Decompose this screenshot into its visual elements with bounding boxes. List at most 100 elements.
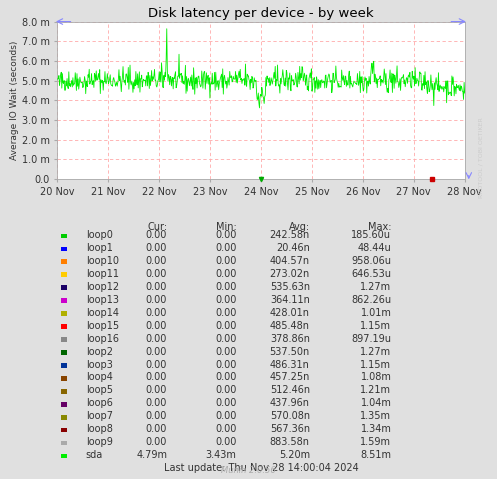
Text: 0.00: 0.00 [146,308,167,318]
Text: 1.21m: 1.21m [360,386,391,396]
Text: 0.00: 0.00 [146,411,167,422]
Bar [61,376,67,381]
Text: 0.00: 0.00 [146,360,167,369]
Text: 0.00: 0.00 [146,334,167,343]
Text: 0.00: 0.00 [215,437,237,447]
Bar [61,324,67,329]
Text: loop10: loop10 [85,256,119,266]
Text: 0.00: 0.00 [146,282,167,292]
Text: loop6: loop6 [85,399,112,409]
Text: 457.25n: 457.25n [269,373,310,383]
Text: 0.00: 0.00 [215,282,237,292]
Text: 0.00: 0.00 [146,295,167,305]
Text: 0.00: 0.00 [215,230,237,240]
Bar [61,337,67,342]
Bar [61,247,67,251]
Text: sda: sda [85,450,103,460]
Text: RRDTOOL / TOBI OETIKER: RRDTOOL / TOBI OETIKER [479,118,484,198]
Text: 364.11n: 364.11n [270,295,310,305]
Text: loop14: loop14 [85,308,119,318]
Text: 378.86n: 378.86n [270,334,310,343]
Bar [61,350,67,355]
Text: loop7: loop7 [85,411,113,422]
Text: loop12: loop12 [85,282,119,292]
Text: 0.00: 0.00 [146,230,167,240]
Text: 48.44u: 48.44u [357,243,391,253]
Text: 567.36n: 567.36n [270,424,310,434]
Text: 0.00: 0.00 [146,373,167,383]
Bar [61,260,67,264]
Text: 0.00: 0.00 [215,360,237,369]
Text: 0.00: 0.00 [215,386,237,396]
Text: loop5: loop5 [85,386,113,396]
Text: 0.00: 0.00 [215,373,237,383]
Text: loop16: loop16 [85,334,119,343]
Text: 185.60u: 185.60u [351,230,391,240]
Text: 535.63n: 535.63n [270,282,310,292]
Text: 646.53u: 646.53u [351,269,391,279]
Text: 20.46n: 20.46n [276,243,310,253]
Text: 0.00: 0.00 [215,424,237,434]
Text: Munin 2.0.56: Munin 2.0.56 [221,466,276,475]
Bar [61,389,67,394]
Text: 0.00: 0.00 [146,437,167,447]
Text: loop1: loop1 [85,243,112,253]
Text: Cur:: Cur: [147,222,167,232]
Text: 0.00: 0.00 [215,321,237,331]
Text: 1.59m: 1.59m [360,437,391,447]
Text: loop13: loop13 [85,295,119,305]
Bar [61,415,67,420]
Title: Disk latency per device - by week: Disk latency per device - by week [148,7,374,21]
Bar [61,363,67,368]
Text: loop8: loop8 [85,424,112,434]
Text: 8.51m: 8.51m [360,450,391,460]
Text: 5.20m: 5.20m [279,450,310,460]
Text: 485.48n: 485.48n [270,321,310,331]
Text: 958.06u: 958.06u [351,256,391,266]
Bar [61,234,67,238]
Text: 0.00: 0.00 [215,399,237,409]
Text: loop15: loop15 [85,321,119,331]
Text: 1.08m: 1.08m [360,373,391,383]
Text: 428.01n: 428.01n [270,308,310,318]
Text: loop11: loop11 [85,269,119,279]
Text: 0.00: 0.00 [215,269,237,279]
Text: 883.58n: 883.58n [270,437,310,447]
Text: Min:: Min: [216,222,237,232]
Text: Last update: Thu Nov 28 14:00:04 2024: Last update: Thu Nov 28 14:00:04 2024 [164,463,358,473]
Text: 486.31n: 486.31n [270,360,310,369]
Text: 3.43m: 3.43m [206,450,237,460]
Text: 0.00: 0.00 [215,334,237,343]
Bar [61,298,67,303]
Text: 570.08n: 570.08n [270,411,310,422]
Text: Avg:: Avg: [289,222,310,232]
Text: 512.46n: 512.46n [270,386,310,396]
Bar [61,402,67,407]
Text: 0.00: 0.00 [215,295,237,305]
Text: loop9: loop9 [85,437,112,447]
Text: 0.00: 0.00 [215,256,237,266]
Text: 1.15m: 1.15m [360,321,391,331]
Text: 0.00: 0.00 [215,243,237,253]
Bar [61,441,67,445]
Text: 0.00: 0.00 [146,386,167,396]
Bar [61,454,67,458]
Text: loop2: loop2 [85,347,113,356]
Text: 437.96n: 437.96n [270,399,310,409]
Text: 4.79m: 4.79m [136,450,167,460]
Text: 1.35m: 1.35m [360,411,391,422]
Text: 0.00: 0.00 [146,269,167,279]
Text: 0.00: 0.00 [215,411,237,422]
Y-axis label: Average IO Wait (seconds): Average IO Wait (seconds) [10,41,19,160]
Text: 897.19u: 897.19u [351,334,391,343]
Text: 0.00: 0.00 [146,243,167,253]
Text: 537.50n: 537.50n [269,347,310,356]
Text: loop3: loop3 [85,360,112,369]
Text: 1.15m: 1.15m [360,360,391,369]
Text: 0.00: 0.00 [146,424,167,434]
Text: 0.00: 0.00 [146,347,167,356]
Text: loop0: loop0 [85,230,112,240]
Text: 862.26u: 862.26u [351,295,391,305]
Text: 1.27m: 1.27m [360,282,391,292]
Text: 1.27m: 1.27m [360,347,391,356]
